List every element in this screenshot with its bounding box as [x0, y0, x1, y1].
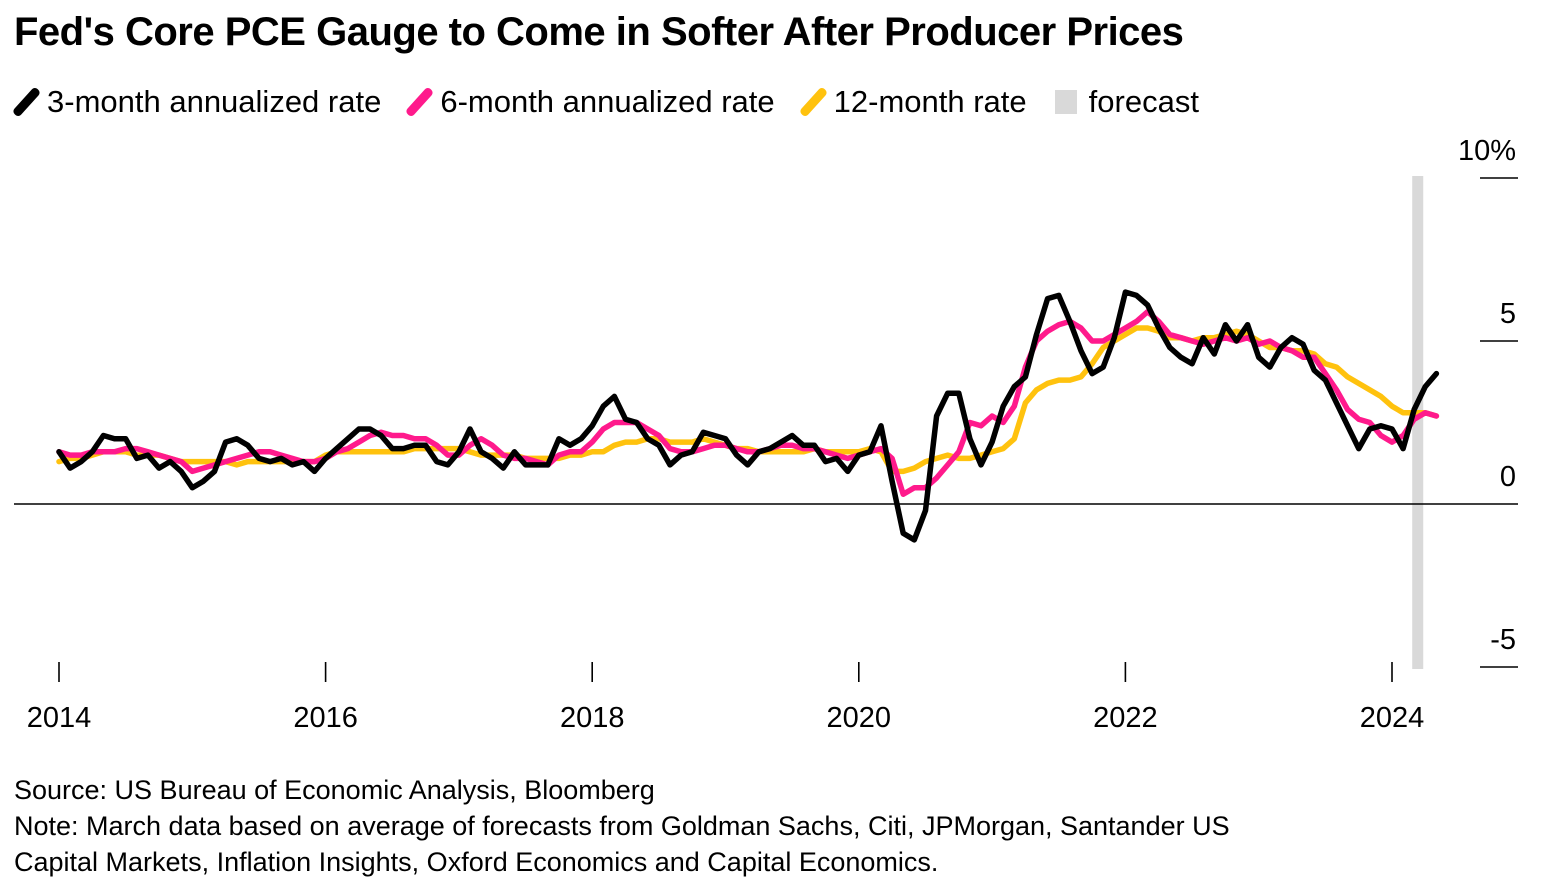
y-tick-label: 5 [1500, 298, 1516, 330]
y-tick-label: 0 [1500, 461, 1516, 493]
forecast-band-layer [1412, 176, 1424, 669]
source-note: Source: US Bureau of Economic Analysis, … [14, 775, 655, 805]
grid-layer [14, 177, 1518, 668]
x-tick-label: 2020 [827, 702, 892, 734]
x-axis: 2014 2016 2018 2020 2022 2024 [27, 662, 1425, 734]
y-tick-label: 10% [1458, 135, 1516, 167]
footnote-line-1: Note: March data based on average of for… [14, 811, 1230, 841]
legend-label-12-month: 12-month rate [833, 84, 1027, 119]
legend-swatch-forecast [1054, 90, 1077, 114]
legend-item-forecast: forecast [1053, 84, 1199, 120]
forecast-band [1412, 176, 1424, 669]
x-tick-label: 2024 [1360, 702, 1425, 734]
legend-item-6-month: 6-month annualized rate [405, 84, 775, 120]
legend-item-12-month: 12-month rate [798, 84, 1027, 120]
y-tick-label: -5 [1490, 624, 1516, 656]
legend: 3-month annualized rate 6-month annualiz… [11, 80, 1225, 124]
series-line-3-month [56, 289, 1440, 543]
x-tick-label: 2018 [560, 702, 625, 734]
x-tick-label: 2022 [1093, 702, 1158, 734]
footer: Source: US Bureau of Economic Analysis, … [14, 772, 1230, 880]
legend-label-3-month: 3-month annualized rate [47, 84, 382, 119]
x-tick-label: 2014 [27, 702, 92, 734]
legend-label-forecast: forecast [1088, 84, 1199, 119]
chart-title: Fed's Core PCE Gauge to Come in Softer A… [14, 10, 1184, 54]
series-layer [56, 289, 1440, 543]
y-tick-labels: 10% 5 0 -5 [1458, 135, 1516, 656]
footnote-line-2: Capital Markets, Inflation Insights, Oxf… [14, 847, 939, 877]
legend-item-3-month: 3-month annualized rate [11, 84, 382, 120]
x-tick-label: 2016 [293, 702, 358, 734]
legend-label-6-month: 6-month annualized rate [440, 84, 775, 119]
